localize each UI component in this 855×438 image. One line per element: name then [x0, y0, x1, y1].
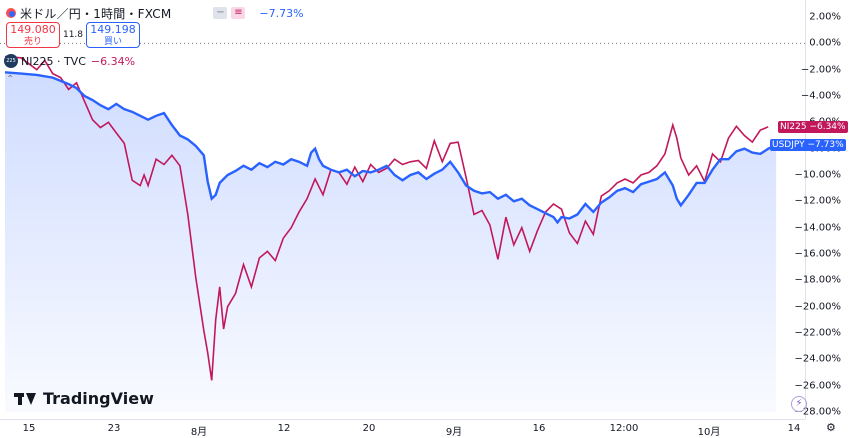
x-tick-label: 10月: [697, 427, 721, 438]
sell-button[interactable]: 149.080 売り: [6, 22, 60, 48]
spread-value: 11.8: [62, 30, 84, 40]
y-tick-label: 0.00%: [809, 37, 841, 49]
y-tick-label: −10.00%: [794, 169, 841, 181]
x-tick-label: 12:00: [609, 423, 639, 434]
y-tick-label: −18.00%: [794, 274, 841, 286]
y-tick-label: −24.00%: [794, 353, 841, 365]
y-tick-label: −12.00%: [794, 195, 841, 207]
sell-price: 149.080: [10, 23, 56, 36]
x-tick-label: 9月: [445, 427, 463, 438]
sell-label: 売り: [23, 37, 42, 47]
x-tick-label: 15: [22, 423, 36, 434]
y-tick-label: −16.00%: [794, 248, 841, 260]
x-tick-label: 12: [277, 423, 291, 434]
y-tick-label: −20.00%: [794, 301, 841, 313]
buy-price: 149.198: [90, 23, 136, 36]
usdjpy-tag-name: USDJPY: [772, 140, 805, 151]
compare-list-icon[interactable]: ≡: [231, 7, 246, 19]
usdjpy-tag-value: −7.73%: [807, 140, 844, 151]
x-tick-label: 8月: [190, 427, 208, 438]
usdjpy-line: [4, 71, 777, 225]
x-tick-label: 23: [107, 423, 121, 434]
y-tick-label: −2.00%: [800, 64, 841, 76]
forex-pair-icon: [6, 8, 16, 18]
y-tick-label: 2.00%: [809, 11, 841, 23]
y-tick-label: −4.00%: [800, 90, 841, 102]
nikkei-line: [4, 55, 769, 381]
tradingview-logo[interactable]: TradingView: [14, 389, 154, 408]
usdjpy-last-value-tag: USDJPY −7.73%: [770, 139, 846, 152]
nikkei-tag-value: −6.34%: [809, 121, 846, 132]
time-axis[interactable]: 15 23 8月 12 20 9月 16 12:00 10月 14: [0, 419, 805, 438]
minus-icon[interactable]: −: [213, 7, 228, 19]
tradingview-logo-text: TradingView: [43, 389, 154, 408]
y-tick-label: −28.00%: [794, 406, 841, 418]
y-tick-label: −26.00%: [794, 380, 841, 392]
tradingview-logo-icon: [14, 392, 38, 405]
buy-label: 買い: [103, 37, 122, 47]
compare-symbol-label: NI225 · TVC: [21, 54, 86, 68]
collapse-legend-icon[interactable]: ⌃: [6, 74, 15, 85]
compare-change-value: −6.34%: [90, 54, 136, 68]
x-tick-label: 16: [532, 423, 546, 434]
header-change-value: −7.73%: [259, 6, 304, 20]
trade-buttons: 149.080 売り 11.8 149.198 買い: [6, 22, 140, 48]
lightning-icon[interactable]: ⚡: [791, 396, 807, 412]
x-tick-label: 14: [787, 423, 801, 434]
price-chart[interactable]: [0, 0, 805, 419]
buy-button[interactable]: 149.198 買い: [86, 22, 140, 48]
y-tick-label: −14.00%: [794, 222, 841, 234]
compare-symbol-row[interactable]: 225 NI225 · TVC −6.34%: [4, 54, 135, 68]
usdjpy-area-fill: [5, 72, 777, 413]
x-tick-label: 20: [362, 423, 376, 434]
nikkei-icon: 225: [4, 54, 18, 68]
nikkei-tag-name: NI225: [780, 121, 807, 132]
nikkei-last-value-tag: NI225 −6.34%: [778, 120, 848, 133]
price-axis[interactable]: 2.00%0.00%−2.00%−4.00%−6.00%−8.00%−10.00…: [794, 0, 855, 419]
chart-title[interactable]: 米ドル／円・1時間・FXCM: [20, 6, 172, 21]
y-tick-label: −22.00%: [794, 327, 841, 339]
settings-gear-icon[interactable]: ⚙: [826, 421, 836, 434]
chart-legend: 米ドル／円・1時間・FXCM − ≡ −7.73%: [6, 4, 304, 22]
